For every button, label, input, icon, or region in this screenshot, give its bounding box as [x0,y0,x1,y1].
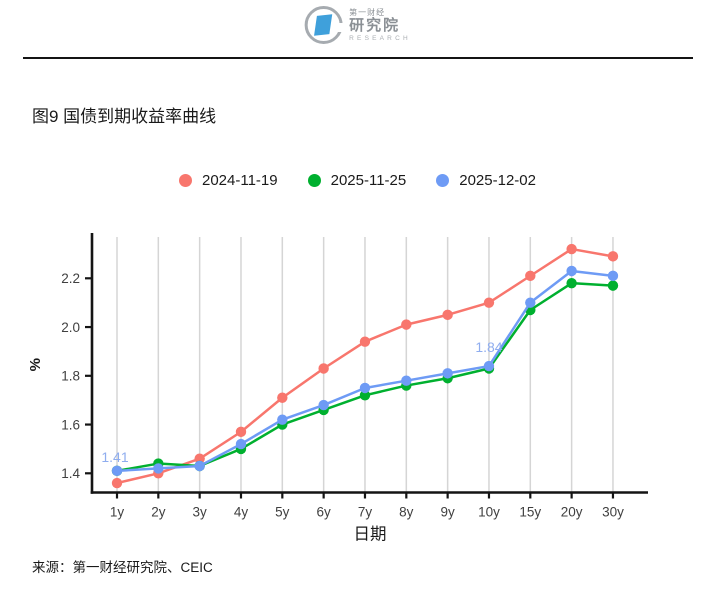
legend-label: 2024-11-19 [202,172,278,189]
y-tick-label: 2.2 [61,271,80,286]
x-tick-label: 8y [399,505,414,520]
data-point-2025-12-02-9y [442,368,453,379]
data-point-2024-11-19-30y [607,251,619,262]
data-point-2025-12-02-15y [525,297,536,308]
data-point-2025-12-02-20y [566,265,577,277]
data-point-2024-11-19-6y [318,363,329,374]
logo-parallelogram-icon [313,14,332,36]
legend: 2024-11-19 2025-11-25 2025-12-02 [0,172,715,189]
y-tick-label: 1.4 [61,466,80,481]
data-point-2025-12-02-1y [111,465,123,477]
x-tick-label: 2y [151,505,166,520]
chart-title: 图9 国债到期收益率曲线 [32,107,217,127]
legend-label: 2025-11-25 [330,172,407,189]
data-point-2025-12-02-6y [318,399,329,411]
logo-brand-small: 第一财经 [349,7,386,17]
yield-curve-chart: 1.4 1.6 1.8 2.0 2.2 1y 2y 3y 4y 5y 6y 7y 8y 9y 10y 15y 2… [27,233,648,544]
y-axis-title: % [27,358,44,371]
data-point-2025-12-02-30y [607,270,619,282]
data-point-2025-11-25-30y [607,280,619,291]
data-point-2024-11-19-15y [525,270,536,282]
x-tick-label: 9y [441,505,456,520]
header-divider [23,57,693,59]
data-point-2025-12-02-7y [359,382,371,394]
logo-brand-large: 研究院 [349,16,401,34]
data-point-2025-12-02-10y [483,360,495,372]
data-point-2024-11-19-8y [401,319,412,330]
data-point-2025-12-02-4y [235,438,247,450]
logo-circle-icon [304,6,344,44]
x-tick-label: 7y [358,505,373,520]
legend-dot-icon [307,174,321,187]
point-annotation: 1.84 [475,339,502,355]
data-point-2025-11-25-20y [566,277,577,289]
y-tick-label: 1.6 [61,417,80,432]
x-tick-label: 30y [602,505,624,520]
x-axis-title: 日期 [354,525,387,544]
data-point-2024-11-19-3y [194,453,205,464]
x-tick-label: 1y [110,505,125,520]
data-point-2024-11-19-9y [442,309,453,321]
x-tick-label: 3y [193,505,208,520]
logo-brand-en: RESEARCH [349,34,411,42]
legend-item-2025-11-25: 2025-11-25 [307,172,407,189]
data-point-2024-11-19-20y [566,243,577,255]
data-point-2024-11-19-1y [111,477,123,489]
legend-label: 2025-12-02 [459,172,536,189]
data-point-2024-11-19-4y [235,426,247,438]
legend-dot-icon [179,174,192,187]
x-tick-label: 4y [234,505,249,520]
chart-area: 1.4 1.6 1.8 2.0 2.2 1y 2y 3y 4y 5y 6y 7y 8y 9y 10y 15y 2… [0,205,715,550]
data-point-2025-11-25-7y [359,390,371,401]
data-point-2024-11-19-10y [483,297,495,308]
y-tick-label: 1.8 [61,369,80,384]
legend-item-2024-11-19: 2024-11-19 [179,172,278,189]
x-tick-label: 6y [317,505,332,520]
data-point-2025-12-02-3y [194,460,205,472]
source-note: 来源：第一财经研究院、CEIC [32,560,213,575]
x-tick-label: 10y [478,505,500,520]
logo-text: 第一财经 研究院 RESEARCH [349,8,411,43]
legend-item-2025-12-02: 2025-12-02 [436,172,536,189]
y-tick-label: 2.0 [61,320,80,335]
x-tick-label: 5y [275,505,290,520]
data-point-2025-12-02-5y [277,414,288,425]
x-tick-label: 15y [519,505,541,520]
data-point-2025-12-02-2y [153,463,164,474]
point-annotation: 1.41 [101,449,128,465]
publisher-logo: 第一财经 研究院 RESEARCH [304,6,411,44]
data-point-2024-11-19-7y [359,336,371,347]
data-point-2024-11-19-5y [277,392,288,403]
legend-dot-icon [436,174,450,187]
x-tick-label: 20y [561,505,583,520]
data-point-2025-12-02-8y [401,375,412,386]
